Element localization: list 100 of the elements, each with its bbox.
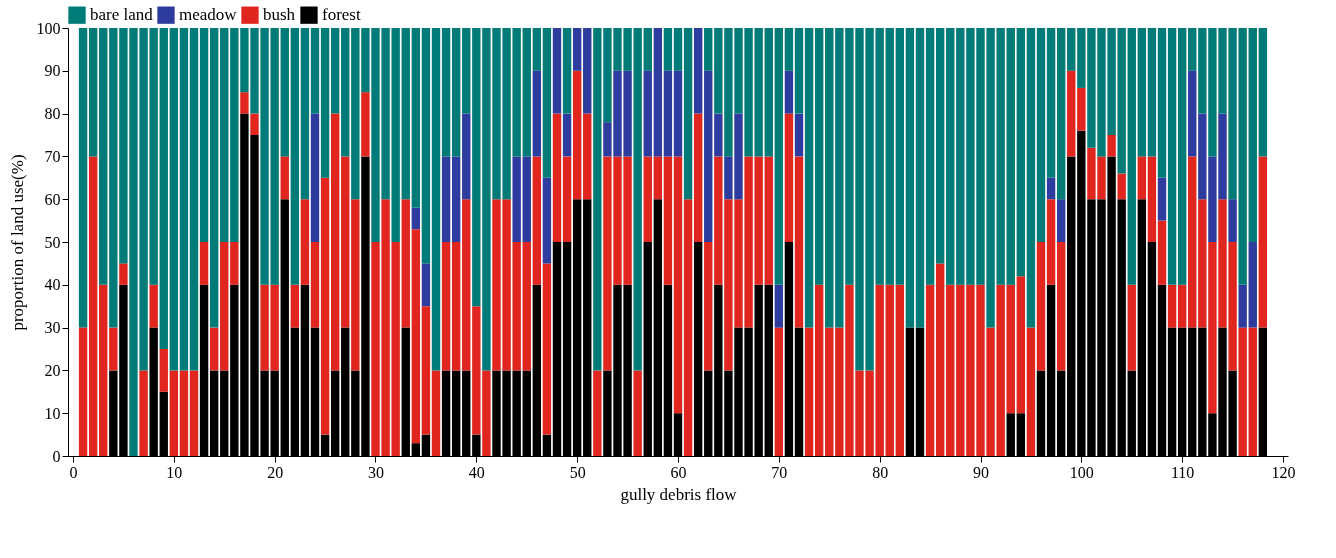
bar: [209, 327, 219, 371]
bar: [149, 284, 158, 328]
bar: [462, 28, 471, 114]
bar: [351, 199, 360, 371]
bar: [290, 28, 300, 285]
bar: [825, 28, 834, 328]
bar: [159, 349, 168, 392]
bar: [78, 28, 88, 328]
bar: [220, 28, 229, 242]
bar: [310, 28, 320, 114]
bar: [512, 156, 521, 242]
bar: [794, 28, 804, 114]
bar: [925, 284, 935, 456]
bar: [814, 28, 824, 285]
legend-label: forest: [322, 5, 361, 25]
bar: [1167, 28, 1177, 285]
bar: [774, 327, 784, 456]
bar: [300, 28, 310, 200]
bar: [774, 284, 784, 328]
bar: [774, 28, 784, 285]
bar: [462, 199, 471, 371]
y-tick-label: 90: [44, 62, 61, 80]
bar: [1067, 28, 1076, 71]
bar: [1036, 28, 1046, 242]
bar: [572, 70, 582, 200]
bar: [1137, 156, 1147, 200]
x-tick-label: 0: [69, 463, 78, 481]
bar: [663, 156, 673, 285]
bar: [714, 113, 723, 157]
bar: [673, 156, 683, 414]
x-tick-label: 40: [468, 463, 485, 481]
bar: [804, 28, 814, 328]
y-tick-label: 60: [44, 190, 61, 208]
bar: [320, 177, 330, 435]
bar: [431, 370, 441, 456]
bar: [653, 28, 663, 157]
bar: [794, 113, 804, 157]
x-tick-label: 70: [771, 463, 788, 481]
bar: [653, 156, 663, 200]
bar: [1188, 28, 1197, 71]
bar: [542, 263, 552, 435]
bar: [199, 28, 209, 242]
bar: [925, 28, 935, 285]
y-tick-label: 0: [52, 447, 61, 465]
bar: [320, 28, 330, 178]
bar: [1026, 28, 1036, 328]
bar: [562, 28, 572, 114]
bar: [280, 156, 289, 200]
bar: [199, 242, 209, 285]
bar: [280, 28, 289, 157]
bar: [1067, 70, 1076, 157]
bar: [431, 28, 441, 371]
bar: [1006, 28, 1015, 285]
bar: [1188, 70, 1197, 157]
x-tick-label: 90: [973, 463, 989, 481]
bar: [1248, 242, 1257, 328]
bar: [189, 28, 199, 371]
bar: [139, 370, 148, 456]
bar: [411, 207, 421, 230]
bar: [935, 263, 945, 456]
bar: [946, 28, 955, 285]
x-tick-label: 110: [1170, 463, 1195, 481]
bar: [78, 327, 88, 456]
bar: [1157, 220, 1167, 285]
bar: [643, 70, 652, 157]
bar: [189, 370, 199, 456]
bar: [220, 242, 229, 371]
bar: [885, 284, 894, 456]
bar: [885, 28, 894, 285]
x-tick-label: 50: [569, 463, 586, 481]
bar: [1177, 284, 1187, 328]
bar: [1147, 28, 1157, 157]
legend-label: bush: [263, 5, 296, 25]
bar: [119, 263, 128, 285]
bar: [401, 199, 410, 328]
bar: [1258, 156, 1268, 328]
y-axis-title: proportion of land use(%): [7, 154, 27, 331]
bar: [693, 28, 703, 114]
y-tick-label: 70: [44, 147, 61, 165]
bar: [1056, 199, 1066, 242]
bar: [663, 70, 673, 157]
bar: [562, 113, 572, 157]
bar: [310, 113, 320, 242]
bar: [109, 327, 118, 371]
bar: [915, 28, 925, 328]
bar: [1016, 28, 1026, 277]
bar: [441, 156, 451, 242]
y-tick-label: 80: [44, 105, 61, 123]
bar: [1167, 284, 1177, 328]
bar: [169, 370, 179, 456]
bar: [99, 284, 108, 456]
bar: [99, 28, 108, 285]
bar: [1046, 177, 1056, 200]
bar: [532, 156, 542, 285]
bar: [451, 28, 461, 157]
bar: [1147, 156, 1157, 242]
y-tick-label: 50: [44, 233, 61, 251]
bar: [209, 28, 219, 328]
bar: [341, 156, 350, 328]
bar: [542, 177, 552, 264]
